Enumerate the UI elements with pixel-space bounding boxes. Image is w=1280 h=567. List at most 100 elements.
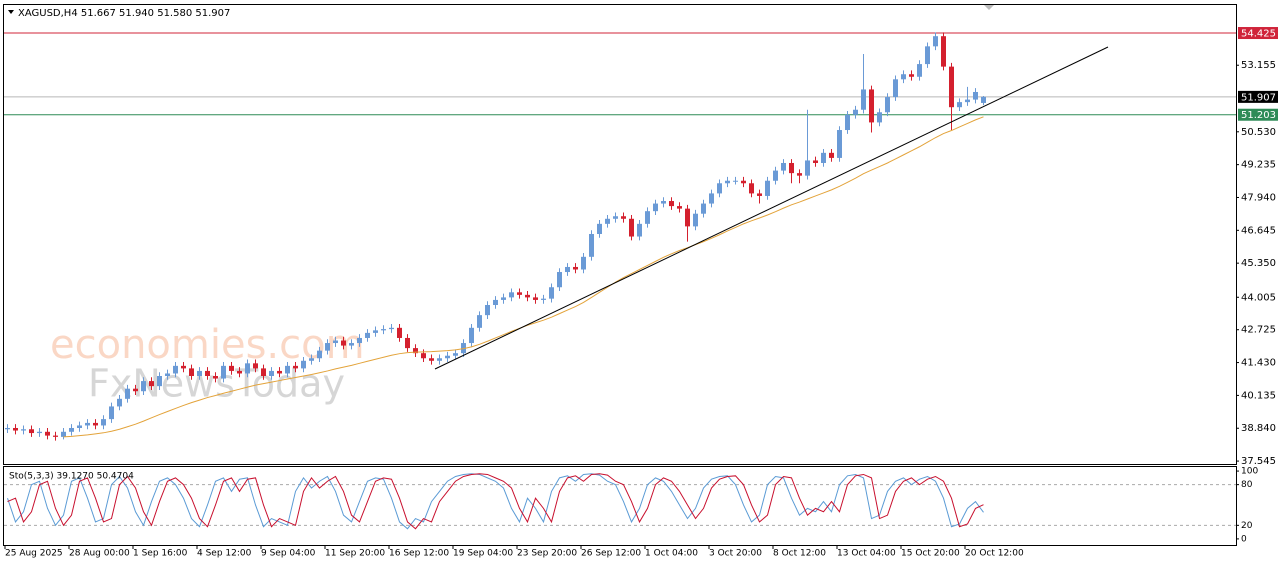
candle-body (541, 298, 546, 300)
candle-body (117, 398, 122, 407)
candle-body (109, 406, 114, 420)
plot: 37.545 38.840 40.135 41.430 42.725 44.005 45.3… (4, 27, 1278, 559)
watermark: FxNewsToday (88, 362, 345, 406)
candle-body (637, 223, 642, 237)
candle-body (29, 429, 34, 434)
candle-body (589, 233, 594, 257)
y-tick-label: 44.005 (1241, 292, 1276, 303)
candle-body (733, 180, 738, 182)
candle-body (397, 327, 402, 338)
y-tick-label: 46.645 (1241, 225, 1276, 236)
candle-body (261, 368, 266, 377)
candle-body (549, 287, 554, 299)
price-level-label: 51.907 (1241, 92, 1276, 103)
candle-body (525, 294, 530, 298)
candle-body (21, 429, 26, 431)
candle-body (765, 180, 770, 196)
y-tick-label: 38.840 (1241, 423, 1276, 434)
x-tick-label: 3 Oct 20:00 (709, 549, 762, 559)
candle-body (509, 292, 514, 298)
candle-body (173, 365, 178, 374)
candle-body (565, 266, 570, 273)
candle-body (605, 218, 610, 224)
price-level-label: 51.203 (1241, 110, 1276, 121)
candle-body (557, 272, 562, 288)
candle-body (221, 365, 226, 379)
price-level-tag (1238, 108, 1278, 121)
price-level-label: 54.425 (1241, 29, 1276, 40)
candle-body (389, 327, 394, 330)
candle-body (533, 297, 538, 300)
indicator-panel (3, 466, 1237, 546)
candle-body (965, 99, 970, 103)
menu-arrow (8, 10, 14, 14)
candle-body (189, 368, 194, 377)
candle-body (573, 266, 578, 270)
candle-body (197, 370, 202, 377)
candle-body (309, 358, 314, 361)
candle-body (469, 327, 474, 344)
candle-body (693, 213, 698, 227)
candle-body (869, 89, 874, 123)
candle-body (341, 340, 346, 346)
candle-body (429, 358, 434, 361)
candle-body (165, 373, 170, 377)
y-tick-label: 0 (1241, 534, 1247, 544)
candle-body (741, 180, 746, 184)
indicator-title: Sto(5,3,3) 39.1270 50.4704 (9, 472, 134, 482)
candle-body (613, 216, 618, 219)
candle-body (53, 435, 58, 437)
x-tick-label: 1 Oct 04:00 (645, 549, 698, 559)
candle-body (501, 297, 506, 300)
x-tick-label: 28 Aug 00:00 (69, 549, 130, 559)
x-tick-label: 23 Sep 20:00 (517, 549, 577, 559)
candle-body (781, 162, 786, 171)
candle-body (85, 422, 90, 426)
candle-body (797, 173, 802, 176)
candle-body (45, 431, 50, 436)
x-tick-label: 15 Oct 20:00 (901, 549, 960, 559)
candle-body (245, 363, 250, 374)
candle-body (909, 74, 914, 77)
candle-body (877, 112, 882, 123)
y-tick-label: 80 (1241, 480, 1253, 490)
x-tick-label: 26 Sep 12:00 (581, 549, 641, 559)
y-tick-label: 37.545 (1241, 456, 1276, 467)
candle-body (453, 353, 458, 356)
candle-body (437, 358, 442, 361)
candle-body (69, 427, 74, 432)
candle-body (837, 130, 842, 158)
y-tick-label: 41.430 (1241, 358, 1276, 369)
candle-body (325, 343, 330, 351)
y-tick-label: 47.940 (1241, 192, 1276, 203)
candle-body (973, 91, 978, 100)
candle-body (725, 180, 730, 184)
candle-body (77, 425, 82, 428)
candle-body (93, 422, 98, 426)
x-tick-label: 11 Sep 20:00 (325, 549, 385, 559)
candle-body (181, 365, 186, 369)
candle-body (581, 256, 586, 270)
candle-body (893, 79, 898, 98)
candle-body (237, 370, 242, 374)
candle-body (717, 183, 722, 194)
y-tick-label: 53.155 (1241, 60, 1276, 71)
candle-body (677, 206, 682, 209)
candle-body (485, 304, 490, 316)
candle-body (157, 376, 162, 387)
candle-body (845, 114, 850, 131)
candle-body (757, 193, 762, 196)
candle-body (941, 36, 946, 67)
candle-body (205, 370, 210, 377)
candle-body (381, 329, 386, 331)
candle-body (141, 381, 146, 392)
x-tick-label: 1 Sep 16:00 (133, 549, 188, 559)
x-tick-label: 4 Sep 12:00 (197, 549, 252, 559)
candle-body (917, 64, 922, 77)
candle-body (853, 109, 858, 115)
candle-body (653, 203, 658, 212)
candle-body (277, 370, 282, 374)
candle-body (821, 152, 826, 163)
candle-body (709, 193, 714, 204)
